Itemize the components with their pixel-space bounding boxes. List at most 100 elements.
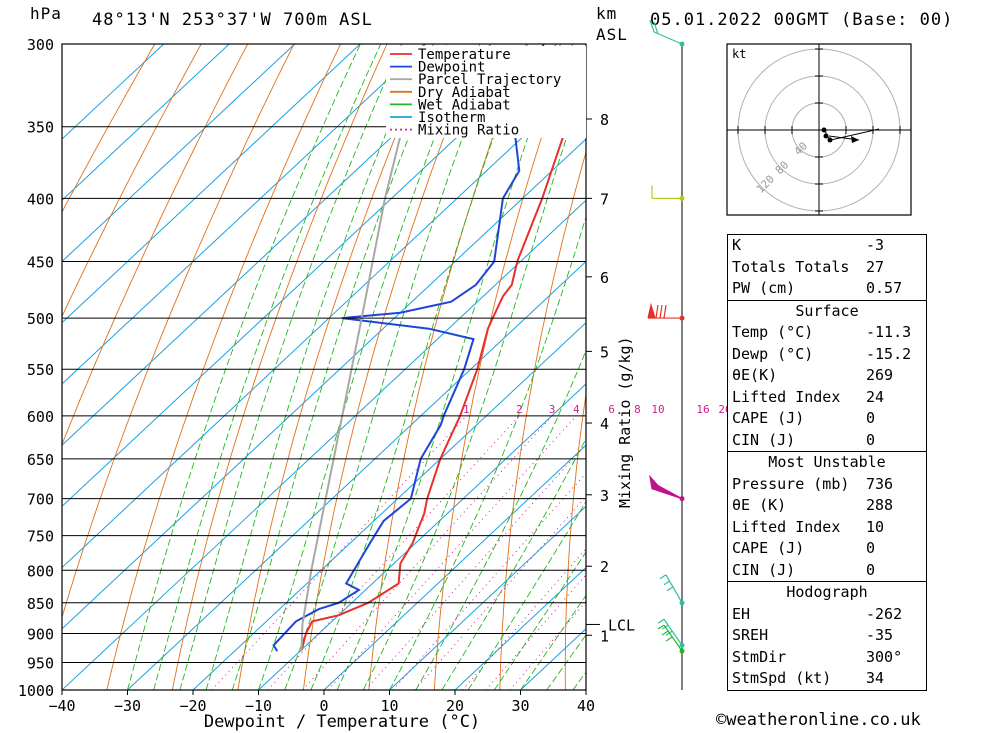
temperature-tick-label: 40: [577, 697, 595, 715]
wind-barb-staff: [649, 19, 683, 45]
altitude-tick-label: 2: [600, 558, 609, 576]
temperature-tick-label: 0: [319, 697, 328, 715]
wind-barb: [649, 19, 685, 47]
most-unstable-label: Lifted Index: [732, 517, 841, 536]
surface-label: θE(K): [732, 366, 778, 384]
wet-adiabat-line: [520, 594, 586, 690]
pressure-tick-label: 800: [27, 562, 54, 580]
wind-barb-staff: [657, 618, 683, 646]
most-unstable-row: Pressure (mb) 736: [728, 474, 926, 496]
index-label: PW (cm): [732, 279, 796, 297]
mixing-ratio-label: 8: [634, 403, 641, 416]
wind-barb: [659, 574, 685, 606]
hodograph-stat-label: EH: [732, 604, 751, 623]
wet-adiabat-line: [493, 551, 586, 690]
temperature-tick-label: −20: [179, 697, 206, 715]
isotherm-line: [62, 199, 586, 690]
surface-label: Dewp (°C): [732, 344, 814, 363]
wet-adiabat-line: [467, 500, 586, 690]
wind-barb-staff: [649, 474, 683, 500]
dry-adiabat-line: [564, 390, 586, 690]
mixing-ratio-label: 3: [549, 403, 556, 416]
temperature-tick-label: 30: [511, 697, 529, 715]
stability-indices-table: K -3 Totals Totals 27 PW (cm) 0.57 Surface Te…: [727, 234, 927, 691]
dry-adiabat-line: [62, 44, 156, 213]
most-unstable-label: CIN (J): [732, 560, 796, 579]
wind-barb: [649, 474, 685, 502]
mixing-ratio-label: 1: [463, 403, 470, 416]
dewpoint-profile: [272, 44, 545, 652]
legend-label: Wet Adiabat: [418, 97, 511, 113]
pressure-tick-label: 350: [27, 119, 54, 137]
hodograph-stat-row: SREH -35: [728, 625, 926, 647]
surface-value: 269: [866, 366, 894, 384]
hodograph-point: [821, 127, 827, 133]
isotherm-line: [258, 383, 586, 690]
plot-frame: [61, 43, 587, 691]
hodograph-stat-row: EH -262: [728, 604, 926, 626]
legend-label: Isotherm: [418, 110, 485, 126]
most-unstable-section-title: Most Unstable: [768, 453, 886, 471]
isotherm-line: [389, 505, 586, 690]
most-unstable-value: 10: [866, 517, 885, 536]
temperature-tick-label: −10: [245, 697, 272, 715]
index-value: 27: [866, 257, 885, 276]
wind-profile: [647, 19, 685, 690]
location-title: 48°13'N 253°37'W 700m ASL: [92, 10, 373, 30]
lcl-label: LCL: [608, 616, 635, 634]
hodograph-unit-label: kt: [732, 47, 746, 61]
pressure-tick-label: 300: [27, 36, 54, 54]
isotherm-line: [323, 444, 586, 690]
altitude-tick-label: 7: [600, 190, 609, 208]
pressure-tick-label: 900: [27, 625, 54, 643]
wet-adiabat-line: [310, 44, 529, 690]
isotherm-line: [127, 260, 586, 690]
hodograph-stat-value: -262: [866, 604, 903, 623]
wind-barb: [647, 302, 685, 321]
altitude-tick-label: 4: [600, 415, 609, 433]
mixing-ratio-label: 4: [573, 403, 580, 416]
hodograph-stat-value: 300°: [866, 647, 903, 666]
most-unstable-value: 0: [866, 539, 876, 557]
hodograph-stat-row: StmDir 300°: [728, 647, 926, 669]
most-unstable-row: θE (K) 288: [728, 495, 926, 517]
isotherm-line: [62, 44, 296, 263]
hodograph-stat-value: 34: [866, 669, 885, 687]
most-unstable-row: Lifted Index 10: [728, 517, 926, 539]
credit-link[interactable]: ©weatheronline.co.uk: [716, 710, 921, 730]
isotherm-line: [62, 44, 427, 385]
temperature-tick-label: −40: [48, 697, 75, 715]
mixing-ratio-label: 16: [696, 403, 709, 416]
index-row: K -3: [728, 235, 926, 257]
altitude-tick-label: 6: [600, 269, 609, 287]
mixing-ratio-line: [211, 415, 467, 690]
wind-barb-staff: [657, 624, 683, 652]
most-unstable-value: 0: [866, 560, 876, 579]
hodograph-stat-label: StmSpd (kt): [732, 669, 832, 687]
wet-adiabat-line: [179, 44, 403, 690]
pressure-tick-label: 700: [27, 491, 54, 509]
storm-motion-arrowhead: [851, 136, 859, 143]
altitude-tick-label: 3: [600, 487, 609, 505]
surface-value: 0: [866, 430, 876, 449]
dry-adiabat-line: [629, 7, 723, 690]
most-unstable-label: Pressure (mb): [732, 474, 850, 493]
surface-label: Temp (°C): [732, 323, 814, 341]
wind-barb-staff: [647, 302, 682, 319]
hodograph-stat-label: StmDir: [732, 647, 787, 666]
index-label: K: [732, 236, 742, 254]
wet-adiabat-line: [415, 349, 586, 690]
altitude-tick-label: 5: [600, 343, 609, 361]
surface-row: θE(K) 269: [728, 365, 926, 387]
wind-barb: [657, 624, 685, 654]
mixing-ratio-line: [365, 443, 586, 690]
surface-label: CAPE (J): [732, 409, 805, 427]
altitude-tick-label: 8: [600, 111, 609, 129]
hodograph-section-title: Hodograph: [786, 583, 868, 601]
temperature-tick-label: 10: [380, 697, 398, 715]
isotherm-line: [62, 138, 586, 630]
isotherm-line: [192, 322, 586, 690]
